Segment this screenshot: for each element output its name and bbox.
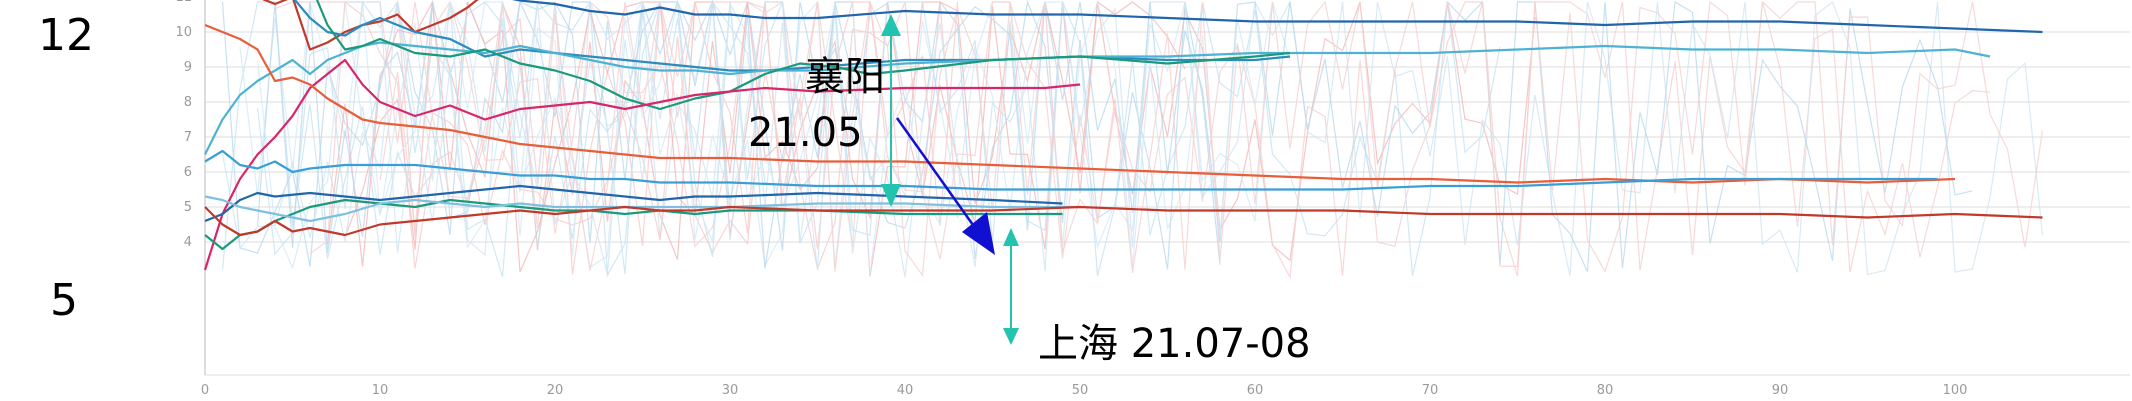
series-line-7 — [204, 149, 1938, 191]
series-line-0 — [262, 0, 479, 51]
noise-line — [396, 1, 959, 254]
annotation-shanghai: 上海 21.07-08 — [1038, 321, 1311, 367]
y-tick-label: 10 — [175, 25, 192, 40]
x-tick-label: 50 — [1072, 383, 1089, 398]
cyan-arrowhead-down — [881, 184, 901, 207]
x-tick-label: 60 — [1247, 383, 1264, 398]
y-tick-label: 8 — [184, 95, 192, 110]
annotation-arrows — [881, 14, 1019, 345]
noise-line — [221, 0, 766, 277]
series-line-10 — [204, 195, 1080, 223]
series-line-4 — [315, 0, 1291, 111]
series-line-5 — [203, 58, 1081, 271]
x-tick-label: 40 — [897, 383, 914, 398]
y-tick-label: 5 — [184, 200, 192, 215]
series-line-2 — [293, 0, 1291, 72]
series-lines — [203, 0, 2043, 271]
x-tick-label: 80 — [1597, 383, 1614, 398]
annotation-xiangyang-date: 21.05 — [748, 110, 863, 156]
noise-line — [256, 0, 1973, 272]
annotation-xiangyang: 襄阳 — [805, 54, 885, 100]
axes — [204, 0, 2130, 376]
y-tick-label: 4 — [184, 235, 192, 250]
series-line-8 — [204, 184, 1063, 223]
cyan-arrowhead-up — [1003, 228, 1019, 246]
y-tick-label: 6 — [184, 165, 192, 180]
cyan-arrowhead-down — [1003, 328, 1019, 345]
y-tick-label: 11 — [175, 0, 192, 5]
x-tick-label: 90 — [1772, 383, 1789, 398]
blue-arrowhead — [962, 212, 995, 255]
blue-arrow-shaft — [895, 117, 980, 233]
tick-labels: 4567891011120102030405060708090100 — [175, 0, 1967, 398]
big-label-12: 12 — [38, 10, 94, 61]
x-tick-label: 0 — [201, 383, 209, 398]
series-line-6 — [204, 23, 1956, 184]
x-tick-label: 30 — [722, 383, 739, 398]
noise-line — [256, 0, 1501, 278]
series-line-11 — [204, 205, 2043, 237]
x-tick-label: 70 — [1422, 383, 1439, 398]
x-tick-label: 10 — [372, 383, 389, 398]
noise-line — [309, 0, 2044, 277]
x-tick-label: 100 — [1943, 383, 1968, 398]
big-label-5: 5 — [50, 275, 78, 326]
y-tick-label: 9 — [184, 60, 192, 75]
noise-line — [221, 0, 2044, 278]
x-tick-label: 20 — [547, 383, 564, 398]
series-line-1 — [511, 0, 2043, 34]
cyan-arrowhead-up — [881, 14, 901, 36]
y-tick-label: 7 — [184, 130, 192, 145]
series-line-3 — [204, 41, 1991, 155]
